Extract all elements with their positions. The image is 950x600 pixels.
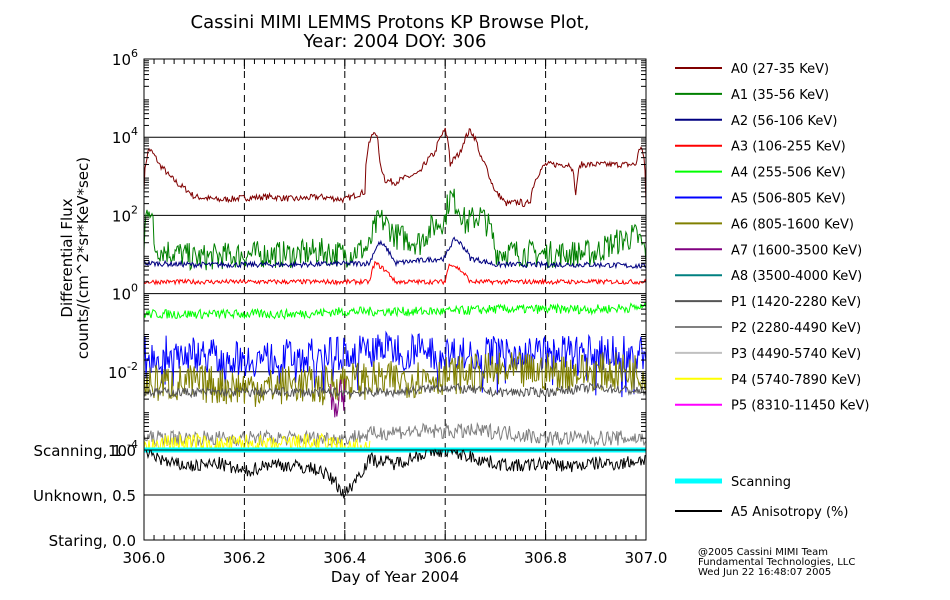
legend: A0 (27-35 KeV) A1 (35-56 KeV) A2 (56-106 K…: [675, 62, 869, 414]
y-tick-label: 104: [112, 125, 138, 147]
y-tick-label: 100: [112, 282, 138, 304]
y-axis-label-line2: counts/(cm^2*sr*KeV*sec): [74, 157, 92, 359]
legend-label: P5 (8310-11450 KeV): [731, 399, 869, 414]
legend-label: A5 (506-805 KeV): [731, 192, 846, 207]
legend-label: A2 (56-106 KeV): [731, 114, 837, 129]
legend-label: A0 (27-35 KeV): [731, 62, 829, 77]
legend-label: A7 (1600-3500 KeV): [731, 243, 862, 258]
y-tick-label: 10-4: [108, 438, 138, 460]
series-line-9: [143, 382, 647, 399]
x-tick-label: 306.2: [223, 549, 266, 567]
series-line-3: [143, 260, 647, 286]
panel-frames: [143, 58, 647, 541]
credit-line1: @2005 Cassini MIMI Team: [698, 547, 828, 558]
legend-label: P2 (2280-4490 KeV): [731, 321, 861, 336]
series-line-5: [143, 330, 647, 398]
credit-line2: Fundamental Technologies, LLC: [698, 557, 855, 568]
legend-label: A6 (805-1600 KeV): [731, 217, 854, 232]
y-tick-label: 102: [112, 203, 138, 225]
x-axis-label: Day of Year 2004: [331, 568, 459, 586]
legend-label: P3 (4490-5740 KeV): [731, 347, 861, 362]
series-line-4: [143, 302, 647, 321]
chart-title-line1: Cassini MIMI LEMMS Protons KP Browse Plo…: [191, 12, 590, 33]
series-line-0: [143, 127, 647, 208]
series-line-7: [329, 378, 346, 418]
legend-label: P4 (5740-7890 KeV): [731, 373, 861, 388]
credit-line3: Wed Jun 22 16:48:07 2005: [698, 567, 831, 578]
legend-label: A8 (3500-4000 KeV): [731, 269, 862, 284]
y-tick-label: 10-2: [108, 360, 138, 382]
series-line-1: [143, 188, 647, 272]
status-tick-label: Scanning, 1.0: [33, 442, 136, 460]
legend-label: P1 (1420-2280 KeV): [731, 295, 861, 310]
chart-title-line2: Year: 2004 DOY: 306: [303, 31, 487, 52]
x-tick-label: 306.8: [524, 549, 567, 567]
status-legend-label: A5 Anisotropy (%): [731, 505, 848, 520]
x-tick-label: 306.6: [424, 549, 467, 567]
y-tick-labels: 10-4 10-2 100 102 104 106 Scanning, 1.0 Unknown…: [33, 47, 138, 550]
y-tick-label: 106: [112, 47, 138, 69]
y-axis-label-line1: Differential Flux: [58, 198, 76, 317]
status-legend: Scanning A5 Anisotropy (%): [675, 475, 848, 520]
series-layer: [143, 127, 647, 452]
x-tick-label: 306.0: [123, 549, 166, 567]
status-series-layer: [144, 447, 647, 499]
x-tick-labels: 306.0 306.2 306.4 306.6 306.8 307.0: [123, 549, 668, 567]
status-panel-frame: [143, 449, 647, 541]
status-tick-label: Unknown, 0.5: [33, 487, 136, 505]
status-tick-label: Staring, 0.0: [49, 532, 136, 550]
series-line-2: [143, 236, 647, 270]
x-tick-label: 307.0: [625, 549, 668, 567]
legend-label: A1 (35-56 KeV): [731, 88, 829, 103]
x-tick-label: 306.4: [323, 549, 366, 567]
anisotropy-line: [144, 448, 647, 499]
legend-label: A4 (255-506 KeV): [731, 166, 846, 181]
status-legend-label: Scanning: [731, 475, 791, 490]
legend-label: A3 (106-255 KeV): [731, 140, 846, 155]
series-line-12: [143, 432, 371, 452]
